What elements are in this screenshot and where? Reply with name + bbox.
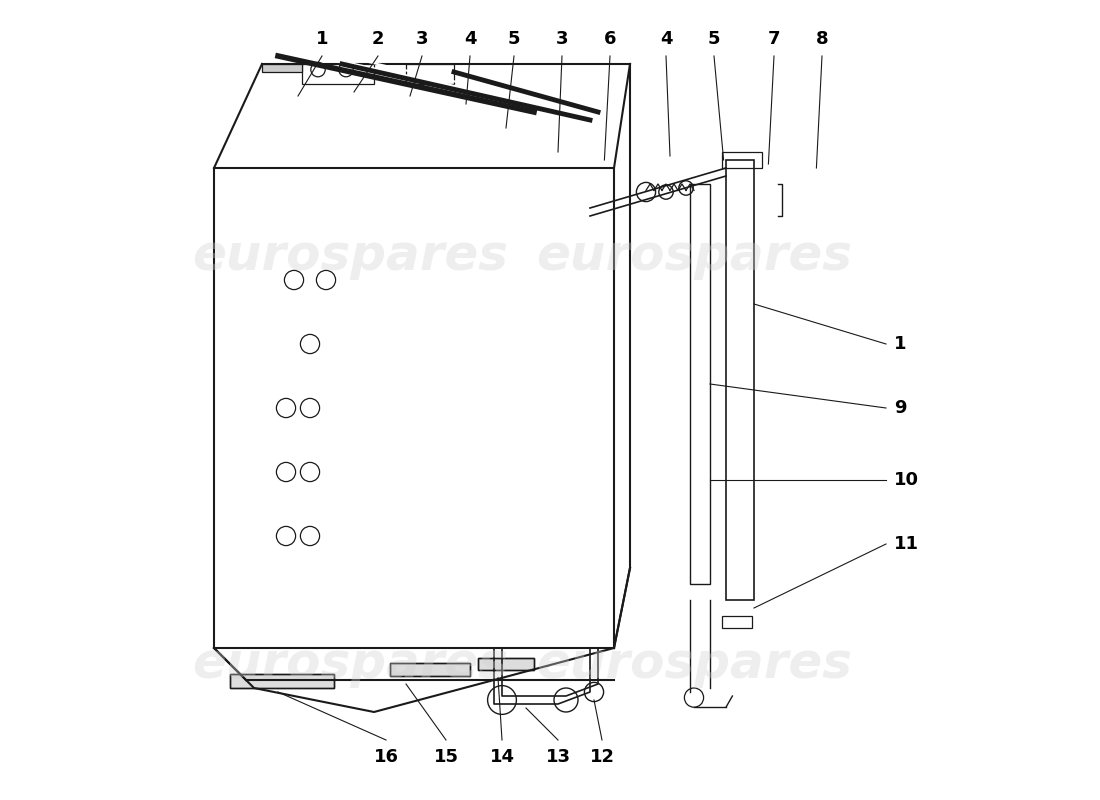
- Text: eurospares: eurospares: [536, 232, 852, 280]
- Bar: [726, 160, 754, 600]
- Bar: [390, 663, 470, 676]
- Text: eurospares: eurospares: [192, 640, 508, 688]
- Text: 3: 3: [556, 30, 569, 48]
- Bar: [230, 674, 334, 688]
- Bar: [478, 658, 534, 670]
- Bar: [406, 64, 454, 84]
- Text: 3: 3: [416, 30, 428, 48]
- Text: 6: 6: [604, 30, 616, 48]
- Bar: [722, 152, 762, 168]
- Bar: [230, 674, 334, 688]
- Bar: [690, 184, 710, 584]
- Bar: [722, 616, 752, 628]
- Bar: [390, 663, 470, 676]
- Text: 7: 7: [768, 30, 780, 48]
- Text: 14: 14: [490, 748, 515, 766]
- Bar: [262, 64, 303, 72]
- Text: 12: 12: [590, 748, 615, 766]
- Text: 16: 16: [374, 748, 398, 766]
- Text: 4: 4: [660, 30, 672, 48]
- Text: 5: 5: [508, 30, 520, 48]
- Text: 2: 2: [372, 30, 384, 48]
- Text: 5: 5: [707, 30, 721, 48]
- Bar: [478, 658, 534, 670]
- Text: 1: 1: [316, 30, 328, 48]
- Text: 9: 9: [894, 399, 906, 417]
- Bar: [302, 64, 374, 84]
- Text: 4: 4: [464, 30, 476, 48]
- Text: 15: 15: [433, 748, 459, 766]
- Text: 8: 8: [816, 30, 828, 48]
- Text: 11: 11: [894, 535, 918, 553]
- Text: eurospares: eurospares: [192, 232, 508, 280]
- Text: 10: 10: [894, 471, 918, 489]
- Bar: [214, 168, 614, 648]
- Text: 13: 13: [546, 748, 571, 766]
- Text: eurospares: eurospares: [536, 640, 852, 688]
- Text: 1: 1: [894, 335, 906, 353]
